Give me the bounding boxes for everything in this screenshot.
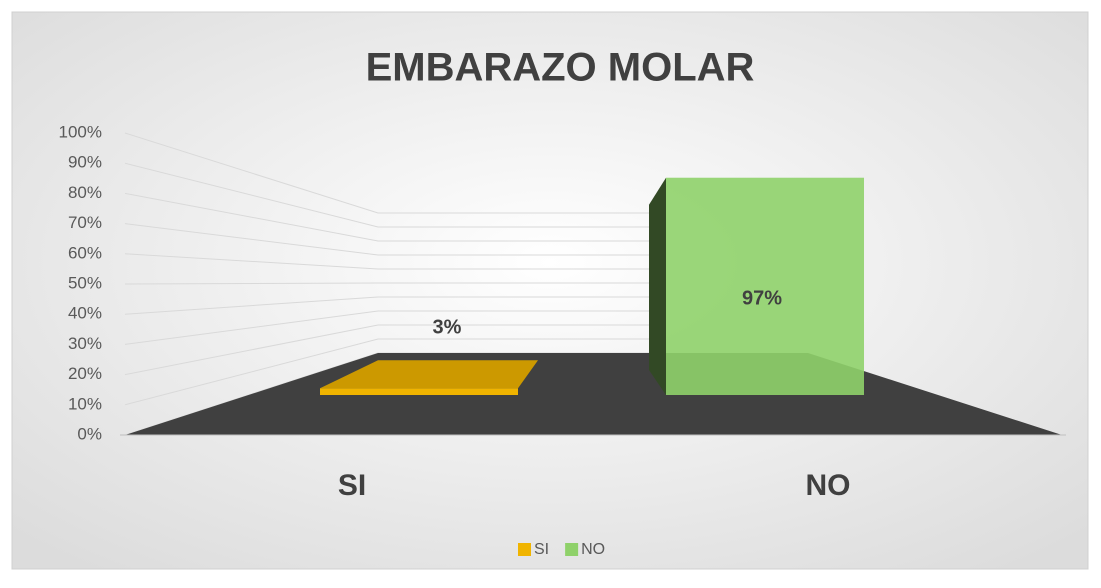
grid-line — [124, 192, 650, 242]
grid-line — [124, 310, 650, 345]
chart-title: EMBARAZO MOLAR — [366, 46, 755, 90]
y-tick-label: 20% — [68, 364, 102, 383]
y-tick-label: 50% — [68, 273, 102, 292]
chart-area — [11, 11, 1089, 570]
bar — [320, 388, 518, 395]
grid-line — [124, 324, 650, 376]
data-label: 97% — [742, 288, 782, 310]
y-tick-label: 0% — [77, 424, 102, 443]
bar-side — [649, 177, 666, 395]
x-tick-label: SI — [338, 469, 366, 502]
data-label: 3% — [433, 316, 462, 338]
y-tick-label: 80% — [68, 183, 102, 202]
y-tick-label: 60% — [68, 243, 102, 262]
y-tick-label: 90% — [68, 153, 102, 172]
grid-line — [124, 296, 650, 315]
grid-line — [124, 253, 650, 270]
grid-line — [124, 338, 650, 406]
y-tick-label: 40% — [68, 304, 102, 323]
legend-label: NO — [581, 541, 605, 558]
bar — [666, 177, 864, 395]
legend-swatch — [518, 543, 531, 556]
grid-line — [124, 162, 650, 228]
x-tick-label: NO — [806, 469, 851, 502]
y-tick-label: 10% — [68, 394, 102, 413]
y-tick-label: 70% — [68, 213, 102, 232]
y-tick-label: 30% — [68, 334, 102, 353]
bar-top — [320, 360, 538, 389]
y-tick-label: 100% — [59, 122, 102, 141]
legend-swatch — [565, 543, 579, 556]
grid-line — [124, 132, 650, 214]
legend-label: SI — [534, 541, 549, 558]
grid-line — [124, 282, 650, 285]
grid-line — [124, 223, 650, 256]
